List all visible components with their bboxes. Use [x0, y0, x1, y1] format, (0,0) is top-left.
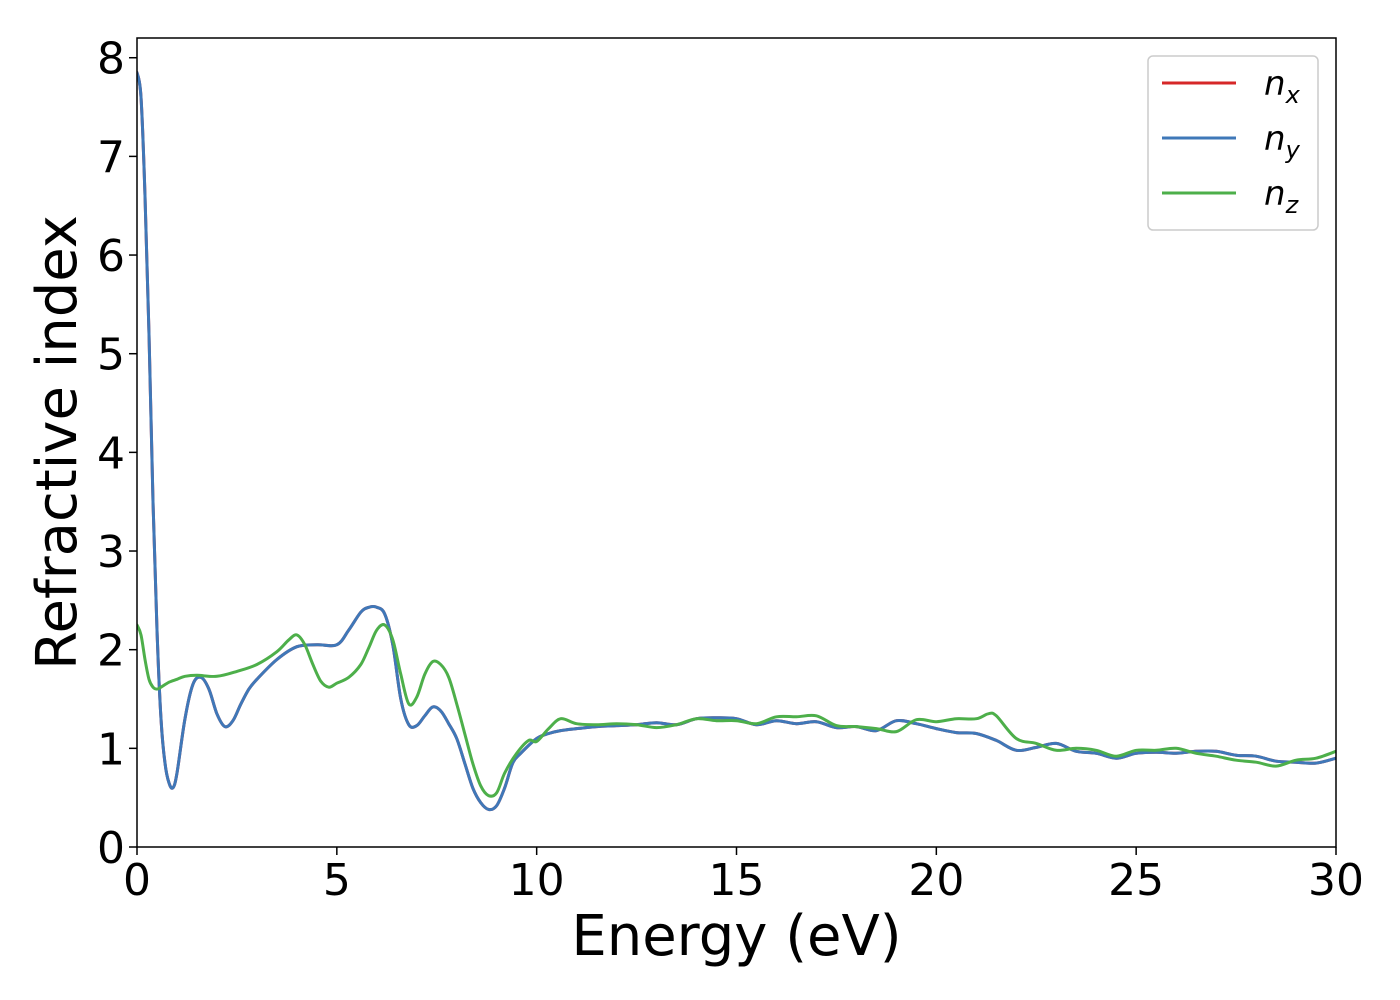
- legend-box: [1147, 55, 1319, 231]
- y-tick-label: 1: [97, 724, 125, 775]
- legend: nx ny nz: [1147, 55, 1319, 231]
- x-tick-label: 15: [709, 855, 765, 906]
- y-tick-label: 4: [97, 428, 125, 479]
- series-layer: [137, 71, 1336, 812]
- x-tick-label: 30: [1308, 855, 1364, 906]
- legend-label-nx: nx: [1264, 64, 1301, 109]
- x-tick-label: 10: [509, 855, 565, 906]
- y-tick-label: 0: [97, 823, 125, 874]
- legend-label-ny: ny: [1264, 119, 1301, 164]
- x-tick-label: 5: [323, 855, 351, 906]
- y-tick-label: 8: [97, 34, 125, 85]
- x-tick-label: 25: [1108, 855, 1164, 906]
- y-tick-label: 3: [97, 527, 125, 578]
- y-tick-label: 5: [97, 330, 125, 381]
- y-tick-label: 7: [97, 132, 125, 183]
- x-axis-title: Energy (eV): [571, 904, 901, 969]
- y-tick-label: 6: [97, 231, 125, 282]
- series-line-nz: [137, 623, 1336, 798]
- ticks-layer: 0 5 10 15 20 25 30 0 1 2 3 4 5 6 7 8: [97, 34, 1364, 906]
- legend-label-nz: nz: [1264, 174, 1300, 219]
- series-line-ny: [137, 71, 1336, 812]
- x-tick-label: 20: [908, 855, 964, 906]
- x-tick-label: 0: [123, 855, 151, 906]
- y-tick-label: 2: [97, 626, 125, 677]
- y-axis-title: Refractive index: [25, 215, 90, 670]
